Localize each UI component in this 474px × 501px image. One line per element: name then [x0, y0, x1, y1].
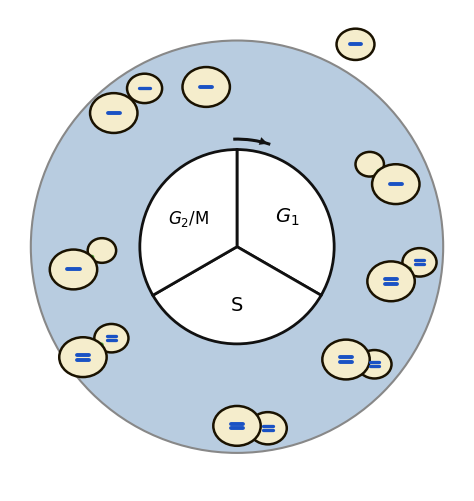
- Ellipse shape: [88, 238, 116, 263]
- Ellipse shape: [59, 337, 107, 377]
- Ellipse shape: [402, 248, 437, 277]
- Ellipse shape: [367, 262, 415, 301]
- Ellipse shape: [357, 350, 392, 378]
- Ellipse shape: [127, 74, 162, 103]
- Text: S: S: [231, 296, 243, 315]
- Ellipse shape: [372, 164, 419, 204]
- Wedge shape: [237, 149, 334, 295]
- Ellipse shape: [182, 67, 230, 107]
- Ellipse shape: [50, 249, 97, 290]
- Wedge shape: [153, 246, 321, 344]
- Ellipse shape: [94, 324, 128, 352]
- Text: $G_2$/M: $G_2$/M: [168, 208, 209, 228]
- Ellipse shape: [356, 152, 384, 176]
- Ellipse shape: [249, 412, 287, 444]
- Circle shape: [31, 41, 443, 453]
- Ellipse shape: [90, 93, 137, 133]
- Ellipse shape: [213, 406, 261, 446]
- Ellipse shape: [322, 340, 370, 379]
- Ellipse shape: [337, 29, 374, 60]
- Text: $G_1$: $G_1$: [275, 207, 300, 228]
- Wedge shape: [140, 149, 237, 295]
